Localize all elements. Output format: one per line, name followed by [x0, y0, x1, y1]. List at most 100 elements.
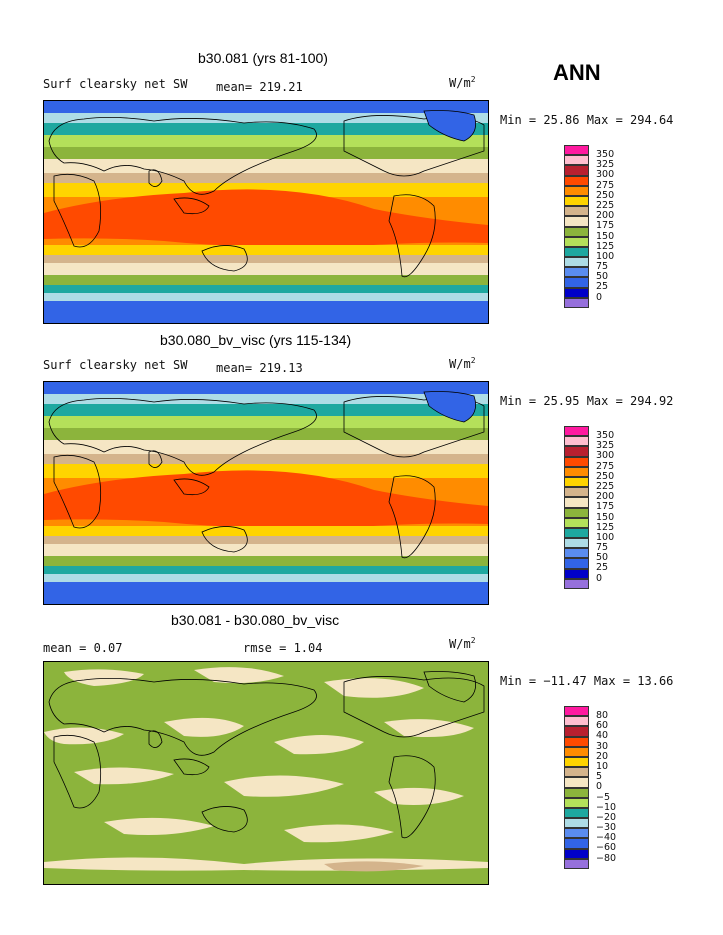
- colorbar-swatch: [564, 236, 589, 247]
- panel-1-title: b30.081 (yrs 81-100): [198, 50, 328, 66]
- colorbar-label: 0: [596, 572, 603, 584]
- colorbar-label: 150: [596, 511, 615, 523]
- colorbar-swatch: [564, 538, 589, 549]
- colorbar-swatch: [564, 277, 589, 288]
- colorbar-swatch: [564, 527, 589, 539]
- colorbar-label: 75: [596, 261, 609, 273]
- panel-2-minmax: Min = 25.95 Max = 294.92: [500, 394, 674, 408]
- colorbar-swatch: [564, 246, 589, 258]
- colorbar-label: 50: [596, 552, 609, 564]
- colorbar-label: −40: [596, 832, 617, 844]
- colorbar-swatch: [564, 487, 589, 498]
- colorbar-label: 350: [596, 430, 615, 441]
- colorbar-swatch: [564, 726, 589, 737]
- colorbar-swatch: [564, 706, 589, 717]
- colorbar-label: 0: [596, 781, 603, 793]
- colorbar-swatch: [564, 456, 589, 467]
- panel-3-rmse: rmse = 1.04: [243, 641, 323, 655]
- panel-2-map: [43, 381, 489, 605]
- colorbar-label: −10: [596, 801, 617, 813]
- colorbar-label: 275: [596, 179, 615, 191]
- colorbar-swatch: [564, 548, 589, 559]
- colorbar-swatch: [564, 287, 589, 298]
- colorbar-label: 25: [596, 562, 609, 574]
- colorbar-label: 175: [596, 501, 615, 513]
- colorbar-label: −5: [596, 791, 611, 803]
- colorbar-label: 100: [596, 531, 615, 543]
- panel-2-title: b30.080_bv_visc (yrs 115-134): [160, 332, 352, 348]
- colorbar-swatch: [564, 578, 589, 589]
- colorbar-swatch: [564, 257, 589, 268]
- colorbar-swatch: [564, 848, 589, 859]
- colorbar-swatch: [564, 216, 589, 227]
- colorbar-swatch: [564, 155, 589, 166]
- colorbar-label: 275: [596, 460, 615, 472]
- colorbar-label: 300: [596, 169, 615, 181]
- panel-3-map: [43, 661, 489, 885]
- panel-3-minmax: Min = −11.47 Max = 13.66: [500, 674, 674, 688]
- colorbar-label: 5: [596, 771, 603, 783]
- panel-1-mean: mean= 219.21: [216, 80, 303, 94]
- colorbar-swatch: [564, 756, 589, 768]
- colorbar-swatch: [564, 568, 589, 579]
- colorbar-swatch: [564, 828, 589, 839]
- colorbar-label: 150: [596, 230, 615, 242]
- colorbar-swatch: [564, 736, 589, 747]
- colorbar-label: 225: [596, 199, 615, 211]
- colorbar-swatch: [564, 746, 589, 757]
- panel-1-map: [43, 100, 489, 324]
- colorbar-label: 175: [596, 220, 615, 232]
- colorbar-label: 250: [596, 189, 615, 201]
- colorbar-label: 200: [596, 210, 615, 222]
- colorbar-swatch: [564, 507, 589, 518]
- panel-3-title: b30.081 - b30.080_bv_visc: [171, 612, 340, 628]
- colorbar-label: −80: [596, 852, 617, 864]
- colorbar-label: 125: [596, 521, 615, 533]
- colorbar-swatch: [564, 466, 589, 477]
- colorbar-label: 0: [596, 291, 603, 303]
- colorbar-swatch: [564, 497, 589, 508]
- colorbar-swatch: [564, 185, 589, 196]
- colorbar-label: 25: [596, 281, 609, 293]
- colorbar-label: 50: [596, 271, 609, 283]
- panel-1-variable: Surf clearsky net SW: [43, 77, 188, 91]
- colorbar-label: 325: [596, 440, 615, 452]
- colorbar-label: −60: [596, 842, 617, 854]
- colorbar-label: 30: [596, 740, 609, 752]
- panel-3-units: W/m2: [449, 636, 476, 651]
- panel-2-mean: mean= 219.13: [216, 361, 303, 375]
- colorbar-swatch: [564, 787, 589, 798]
- colorbar-swatch: [564, 165, 589, 176]
- colorbar-swatch: [564, 297, 589, 308]
- colorbar-swatch: [564, 858, 589, 869]
- colorbar-swatch: [564, 777, 589, 788]
- colorbar-swatch: [564, 446, 589, 457]
- colorbar-swatch: [564, 426, 589, 437]
- colorbar-swatch: [564, 558, 589, 569]
- colorbar-label: 40: [596, 730, 609, 742]
- panel-2-units: W/m2: [449, 356, 476, 371]
- colorbar-swatch: [564, 716, 589, 727]
- colorbar-label: 125: [596, 240, 615, 252]
- colorbar-label: 350: [596, 149, 615, 160]
- colorbar-label: 60: [596, 720, 609, 732]
- colorbar-swatch: [564, 226, 589, 237]
- colorbar-label: 20: [596, 750, 609, 762]
- colorbar-label: 100: [596, 250, 615, 262]
- panel-1-units: W/m2: [449, 75, 476, 90]
- colorbar-swatch: [564, 818, 589, 829]
- colorbar-swatch: [564, 267, 589, 278]
- colorbar-label: 80: [596, 710, 609, 721]
- colorbar-swatch: [564, 797, 589, 808]
- colorbar-swatch: [564, 175, 589, 186]
- colorbar-label: 325: [596, 159, 615, 171]
- colorbar-label: 300: [596, 450, 615, 462]
- colorbar-swatch: [564, 838, 589, 849]
- panel-2-variable: Surf clearsky net SW: [43, 358, 188, 372]
- colorbar-label: 200: [596, 491, 615, 503]
- colorbar-swatch: [564, 476, 589, 488]
- season-label: ANN: [553, 60, 601, 85]
- colorbar-label: 75: [596, 542, 609, 554]
- colorbar-swatch: [564, 807, 589, 819]
- colorbar-label: 10: [596, 760, 609, 772]
